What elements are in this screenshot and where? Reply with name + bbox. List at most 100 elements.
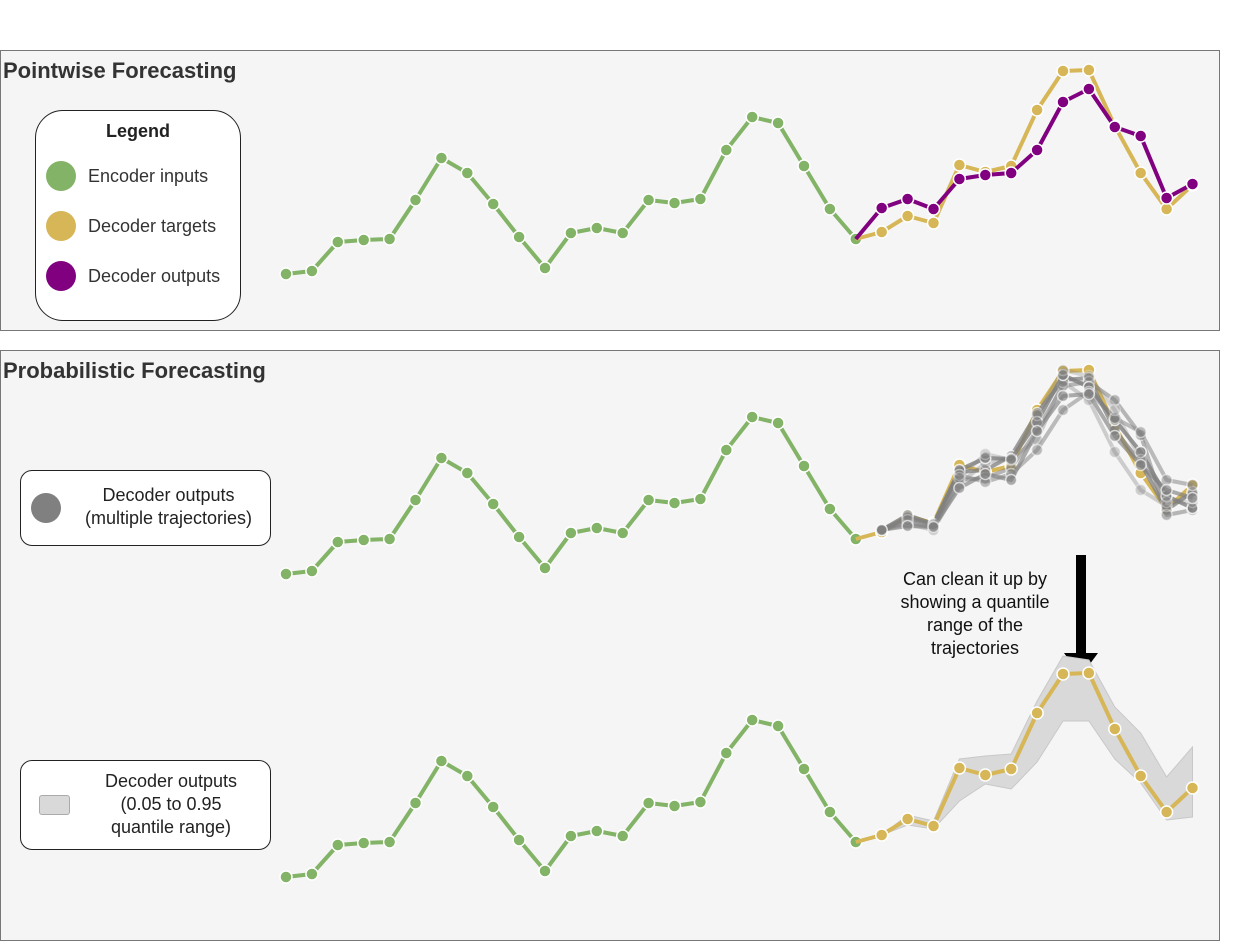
encoder-inputs-point bbox=[641, 796, 656, 810]
decoder-targets-point bbox=[978, 768, 993, 782]
encoder-inputs-point bbox=[331, 235, 345, 249]
pointwise-chart bbox=[279, 63, 1200, 281]
legend-item-decoder-targets: Decoder targets bbox=[46, 211, 216, 241]
trajectory-point bbox=[1160, 495, 1173, 509]
encoder-inputs-point bbox=[615, 226, 630, 240]
encoder-inputs-point bbox=[667, 196, 682, 210]
encoder-inputs-point bbox=[356, 233, 371, 247]
trajectory-point bbox=[1108, 445, 1122, 459]
decoder-targets-point bbox=[1108, 722, 1122, 736]
probabilistic-title: Probabilistic Forecasting bbox=[3, 358, 266, 383]
trajectory-point bbox=[1082, 387, 1096, 401]
decoder-targets-point bbox=[1056, 667, 1070, 681]
encoder-inputs-point bbox=[460, 166, 475, 180]
decoder-targets-point bbox=[1082, 666, 1096, 680]
decoder-targets-swatch bbox=[46, 211, 76, 241]
trajectory-point bbox=[1056, 389, 1070, 403]
trajectory-point bbox=[1134, 458, 1147, 472]
legend-label-encoder-inputs: Encoder inputs bbox=[88, 165, 209, 186]
encoder-inputs-swatch bbox=[46, 161, 76, 191]
trajectory-point bbox=[875, 523, 888, 537]
trajectory-point bbox=[1186, 478, 1199, 492]
encoder-inputs-point bbox=[331, 838, 345, 852]
trajectory-point bbox=[901, 519, 914, 533]
encoder-inputs-point bbox=[460, 769, 475, 783]
trajectories-legend-line2: (multiple trajectories) bbox=[84, 508, 253, 528]
encoder-inputs-point bbox=[305, 867, 319, 881]
decoder-targets-point bbox=[1030, 706, 1044, 720]
encoder-inputs-point bbox=[460, 466, 475, 480]
trajectory-point bbox=[1004, 473, 1018, 487]
quantile-legend-line1: Decoder outputs bbox=[104, 771, 238, 791]
trajectory-point bbox=[1108, 429, 1122, 443]
trajectory-point bbox=[1186, 491, 1199, 505]
encoder-inputs-point bbox=[434, 754, 449, 768]
trajectory-point bbox=[1004, 452, 1018, 466]
decoder-targets-point bbox=[900, 209, 915, 223]
decoder-targets-point bbox=[1004, 762, 1018, 776]
encoder-inputs-point bbox=[590, 521, 604, 535]
decoder-targets-point bbox=[926, 819, 941, 833]
decoder-targets-point bbox=[1159, 202, 1174, 216]
note-line4: trajectories bbox=[930, 638, 1020, 658]
decoder-targets-point bbox=[1082, 63, 1096, 77]
encoder-inputs-point bbox=[667, 496, 682, 510]
trajectories-legend-text: Decoder outputs (multiple trajectories) bbox=[71, 484, 266, 530]
trajectory-point bbox=[1004, 453, 1018, 467]
encoder-inputs-point bbox=[590, 824, 604, 838]
decoder-outputs-point bbox=[874, 201, 889, 215]
encoder-inputs-point bbox=[797, 762, 811, 776]
decoder-targets-point bbox=[874, 828, 889, 842]
encoder-inputs-point bbox=[538, 561, 552, 575]
decoder-outputs-point bbox=[978, 168, 993, 182]
decoder-targets-point bbox=[1030, 103, 1044, 117]
legend-item-encoder-inputs: Encoder inputs bbox=[46, 161, 208, 191]
decoder-outputs-point bbox=[1185, 177, 1200, 191]
encoder-inputs-point bbox=[356, 836, 371, 850]
quantile-band bbox=[881, 655, 1193, 836]
encoder-inputs-point bbox=[305, 564, 319, 578]
trajectory-point bbox=[1108, 411, 1122, 425]
trajectory-point bbox=[1108, 393, 1122, 407]
trajectory-point bbox=[1134, 483, 1147, 497]
decoder-targets-point bbox=[1133, 769, 1148, 783]
decoder-targets-point bbox=[926, 216, 941, 230]
trajectories-legend-line1: Decoder outputs bbox=[102, 485, 235, 505]
note-line3: range of the bbox=[926, 615, 1024, 635]
decoder-outputs-point bbox=[1030, 143, 1044, 157]
trajectory-point bbox=[1160, 508, 1173, 522]
trajectory-point bbox=[1056, 368, 1070, 382]
legend: Legend Encoder inputs Decoder targets De… bbox=[35, 110, 241, 321]
decoder-targets-point bbox=[1056, 64, 1070, 78]
note-line2: showing a quantile bbox=[900, 592, 1050, 612]
encoder-inputs-point bbox=[564, 526, 578, 540]
encoder-inputs-point bbox=[719, 443, 734, 457]
encoder-inputs-point bbox=[771, 719, 785, 733]
decoder-outputs-point bbox=[1133, 129, 1148, 143]
encoder-inputs-point bbox=[279, 267, 293, 281]
encoder-inputs-point bbox=[615, 829, 630, 843]
encoder-inputs-point bbox=[641, 193, 656, 207]
encoder-inputs-point bbox=[408, 193, 423, 207]
note-line1: Can clean it up by bbox=[902, 569, 1048, 589]
legend-item-decoder-outputs: Decoder outputs bbox=[46, 261, 220, 291]
legend-label-decoder-outputs: Decoder outputs bbox=[88, 265, 221, 286]
encoder-inputs-line bbox=[285, 115, 858, 276]
encoder-inputs-point bbox=[538, 864, 552, 878]
encoder-inputs-point bbox=[382, 232, 397, 246]
encoder-inputs-point bbox=[667, 799, 682, 813]
decoder-outputs-point bbox=[1056, 95, 1070, 109]
decoder-outputs-point bbox=[1004, 166, 1018, 180]
encoder-inputs-point bbox=[823, 805, 837, 819]
encoder-inputs-point bbox=[538, 261, 552, 275]
quantile-legend: Decoder outputs (0.05 to 0.95 quantile r… bbox=[20, 760, 271, 850]
encoder-inputs-point bbox=[564, 226, 578, 240]
encoder-inputs-point bbox=[771, 416, 785, 430]
trajectory-point bbox=[979, 467, 992, 481]
quantile-legend-line2: (0.05 to 0.95 bbox=[120, 794, 222, 814]
encoder-inputs-point bbox=[693, 492, 708, 506]
decoder-targets-point bbox=[952, 761, 967, 775]
encoder-inputs-point bbox=[408, 493, 423, 507]
quantile-legend-text: Decoder outputs (0.05 to 0.95 quantile r… bbox=[76, 770, 266, 839]
encoder-inputs-point bbox=[745, 713, 759, 727]
